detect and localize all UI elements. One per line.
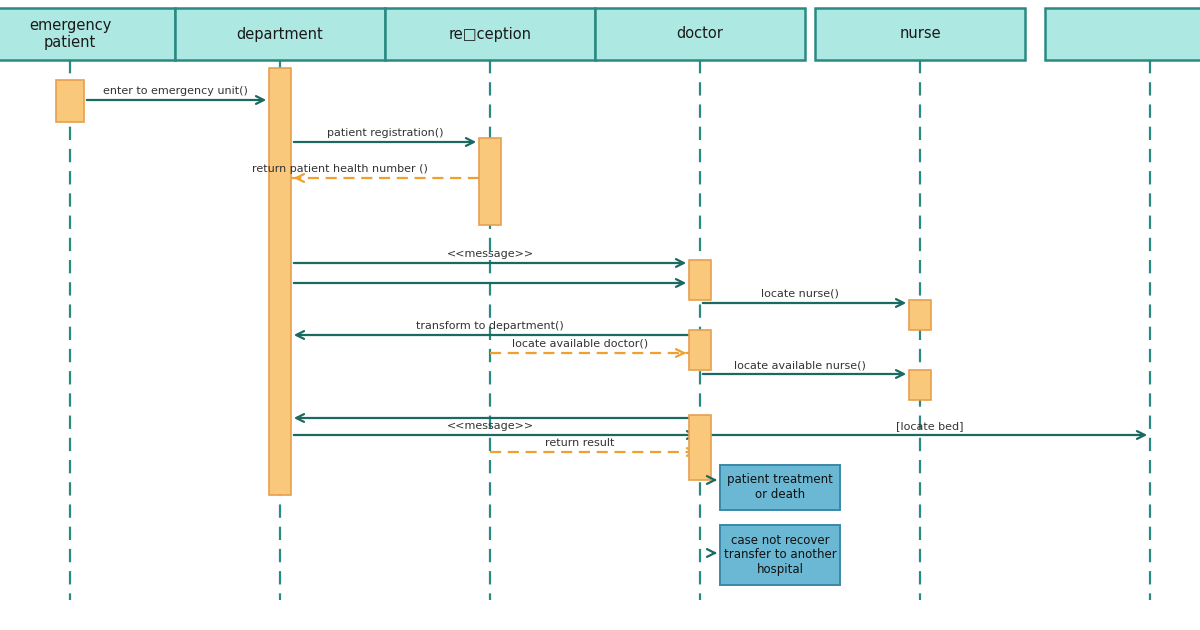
FancyBboxPatch shape — [910, 370, 931, 400]
Text: locate available nurse(): locate available nurse() — [734, 360, 866, 370]
Text: doctor: doctor — [677, 26, 724, 42]
Text: return result: return result — [545, 438, 614, 448]
Text: enter to emergency unit(): enter to emergency unit() — [102, 86, 247, 96]
FancyBboxPatch shape — [689, 330, 710, 370]
Text: transform to department(): transform to department() — [416, 321, 564, 331]
Text: department: department — [236, 26, 323, 42]
FancyBboxPatch shape — [1045, 8, 1200, 60]
FancyBboxPatch shape — [385, 8, 595, 60]
Text: re□ception: re□ception — [449, 26, 532, 42]
Text: case not recover
transfer to another
hospital: case not recover transfer to another hos… — [724, 534, 836, 576]
Text: [locate bed]: [locate bed] — [896, 421, 964, 431]
FancyBboxPatch shape — [269, 68, 292, 495]
Text: <<message>>: <<message>> — [446, 249, 534, 259]
Text: patient registration(): patient registration() — [326, 128, 443, 138]
Text: nurse: nurse — [899, 26, 941, 42]
Text: <<message>>: <<message>> — [446, 421, 534, 431]
FancyBboxPatch shape — [720, 465, 840, 510]
FancyBboxPatch shape — [479, 138, 502, 225]
FancyBboxPatch shape — [595, 8, 805, 60]
FancyBboxPatch shape — [720, 525, 840, 585]
Text: locate available doctor(): locate available doctor() — [512, 339, 648, 349]
Text: return patient health number (): return patient health number () — [252, 164, 428, 174]
FancyBboxPatch shape — [56, 80, 84, 122]
FancyBboxPatch shape — [689, 415, 710, 480]
FancyBboxPatch shape — [910, 300, 931, 330]
Text: locate nurse(): locate nurse() — [761, 289, 839, 299]
Text: emergency
patient: emergency patient — [29, 18, 112, 50]
FancyBboxPatch shape — [689, 260, 710, 300]
FancyBboxPatch shape — [0, 8, 175, 60]
FancyBboxPatch shape — [175, 8, 385, 60]
Text: patient treatment
or death: patient treatment or death — [727, 474, 833, 501]
FancyBboxPatch shape — [815, 8, 1025, 60]
